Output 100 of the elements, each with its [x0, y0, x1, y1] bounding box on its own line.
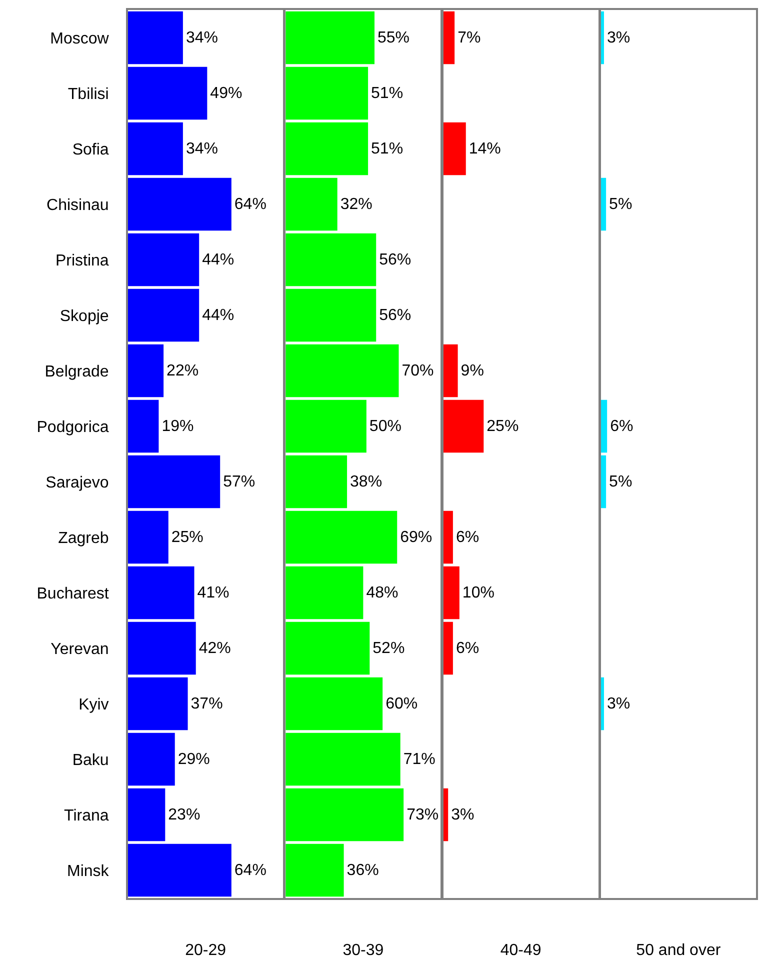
bar: [128, 400, 159, 453]
data-label: 52%: [372, 640, 405, 657]
data-label: 70%: [402, 362, 434, 380]
data-label: 5%: [609, 473, 632, 490]
bar: [286, 400, 366, 453]
data-label: 23%: [168, 806, 200, 824]
bar: [286, 566, 364, 620]
bar: [286, 677, 383, 730]
bar: [128, 510, 168, 564]
data-label: 64%: [234, 196, 266, 213]
y-tick-label: Pristina: [55, 252, 109, 270]
data-label: 71%: [403, 750, 436, 768]
bar: [443, 400, 484, 453]
bar: [443, 566, 460, 620]
data-label: 55%: [378, 29, 410, 46]
data-label: 57%: [223, 473, 256, 490]
bar: [286, 122, 368, 176]
data-label: 22%: [166, 362, 199, 380]
data-label: 41%: [197, 584, 230, 602]
y-tick-label: Zagreb: [58, 530, 109, 547]
y-tick-label: Sarajevo: [46, 474, 109, 492]
bar: [286, 510, 398, 564]
data-label: 51%: [371, 140, 404, 158]
data-label: 60%: [386, 695, 418, 712]
x-axis-title: 50 and over: [636, 942, 722, 960]
bar: [128, 677, 188, 730]
y-tick-label: Moscow: [50, 30, 110, 48]
y-tick-label: Podgorica: [36, 418, 109, 436]
bar: [128, 344, 164, 398]
y-tick-label: Minsk: [67, 862, 110, 880]
bar: [443, 11, 455, 64]
bar: [286, 622, 370, 675]
data-label: 51%: [371, 84, 404, 102]
data-label: 44%: [202, 251, 234, 268]
bar: [443, 622, 453, 675]
y-tick-label: Sofia: [72, 141, 109, 158]
data-label: 14%: [468, 140, 501, 158]
bar: [286, 66, 368, 120]
data-label: 50%: [369, 418, 402, 435]
bar: [128, 66, 208, 120]
data-label: 48%: [366, 584, 398, 602]
bar: [128, 732, 175, 786]
bar: [443, 510, 453, 564]
data-label: 3%: [606, 695, 630, 712]
bar: [286, 844, 344, 897]
bar: [443, 788, 448, 842]
bar: [443, 344, 458, 398]
data-label: 6%: [610, 418, 634, 435]
data-label: 38%: [350, 473, 382, 490]
data-label: 64%: [234, 862, 266, 879]
data-label: 42%: [198, 640, 231, 657]
data-label: 10%: [462, 584, 494, 602]
data-label: 56%: [379, 251, 412, 268]
data-label: 49%: [210, 84, 242, 102]
data-label: 29%: [178, 750, 210, 768]
bar: [286, 233, 376, 286]
data-label: 5%: [609, 196, 632, 213]
bar: [128, 122, 183, 176]
bar: [128, 11, 183, 64]
bar: [128, 844, 232, 897]
bar: [443, 122, 466, 176]
bar: [286, 11, 374, 64]
y-tick-label: Yerevan: [50, 640, 109, 658]
bar: [128, 455, 220, 508]
data-label: 3%: [451, 806, 474, 824]
data-label: 69%: [400, 528, 432, 546]
bar: [128, 288, 200, 342]
data-label: 25%: [171, 528, 204, 546]
bar: [286, 732, 400, 786]
bar: [128, 788, 166, 842]
data-label: 34%: [186, 140, 218, 158]
y-tick-label: Kyiv: [78, 696, 109, 714]
bar: [286, 288, 376, 342]
data-label: 56%: [379, 306, 412, 324]
bar: [128, 233, 200, 286]
y-tick-label: Bucharest: [36, 585, 110, 602]
data-label: 44%: [202, 306, 234, 324]
y-tick-label: Chisinau: [46, 196, 109, 214]
x-axis-title: 20-29: [185, 942, 226, 960]
bar: [128, 622, 196, 675]
data-label: 25%: [486, 418, 519, 435]
bar: [286, 344, 399, 398]
bar: [286, 455, 348, 508]
y-tick-label: Belgrade: [44, 363, 109, 380]
data-label: 6%: [456, 528, 480, 546]
data-label: 32%: [340, 196, 372, 213]
data-label: 3%: [606, 29, 630, 46]
data-label: 9%: [460, 362, 484, 380]
y-tick-label: Skopje: [60, 308, 109, 325]
data-label: 36%: [346, 862, 379, 879]
data-label: 6%: [456, 640, 480, 657]
bar: [128, 178, 232, 231]
data-label: 37%: [190, 695, 223, 712]
y-tick-label: Tbilisi: [68, 86, 109, 103]
data-label: 7%: [458, 29, 481, 46]
y-tick-label: Baku: [72, 752, 109, 769]
data-label: 73%: [406, 806, 439, 824]
x-axis-title: 30-39: [342, 942, 384, 960]
data-label: 34%: [186, 29, 218, 46]
y-tick-label: Tirana: [64, 807, 109, 824]
